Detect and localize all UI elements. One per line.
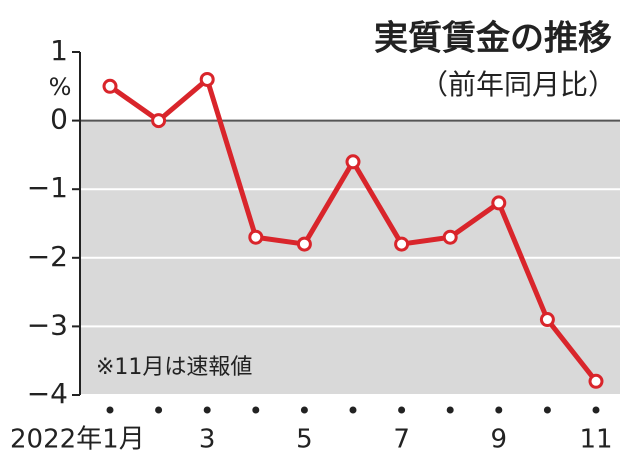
data-point — [248, 229, 264, 245]
x-tick-label: 11 — [579, 425, 612, 455]
data-point — [345, 154, 361, 170]
category-dot — [106, 406, 114, 414]
chart-subtitle: （前年同月比） — [420, 68, 616, 101]
category-dot — [446, 406, 454, 414]
category-dot — [203, 406, 211, 414]
data-point — [151, 113, 167, 129]
y-tick-label: −4 — [27, 377, 68, 410]
category-dot — [543, 406, 551, 414]
category-dot — [398, 406, 406, 414]
data-point — [394, 236, 410, 252]
y-tick-label: 0 — [50, 103, 68, 136]
category-dot — [592, 406, 600, 414]
y-tick-label: −3 — [27, 308, 68, 341]
category-dot — [252, 406, 260, 414]
category-dot — [349, 406, 357, 414]
category-dot — [155, 406, 163, 414]
data-point — [539, 312, 555, 328]
data-point — [442, 229, 458, 245]
data-point — [102, 78, 118, 94]
data-point — [296, 236, 312, 252]
x-tick-label: 5 — [296, 425, 313, 455]
data-point — [199, 71, 215, 87]
y-tick-label: 1 — [50, 34, 68, 67]
x-tick-label: 9 — [491, 425, 508, 455]
y-tick-label: −2 — [27, 240, 68, 273]
y-tick-label: −1 — [27, 171, 68, 204]
category-dot — [300, 406, 308, 414]
x-tick-label: 3 — [199, 425, 216, 455]
annotation: ※11月は速報値 — [96, 355, 252, 380]
x-tick-label: 7 — [393, 425, 410, 455]
x-tick-label: 2022年1月 — [10, 425, 145, 455]
y-axis-unit: % — [49, 73, 72, 101]
chart-title: 実質賃金の推移 — [374, 19, 612, 59]
data-point — [588, 373, 604, 389]
category-dot — [495, 406, 503, 414]
data-point — [491, 195, 507, 211]
